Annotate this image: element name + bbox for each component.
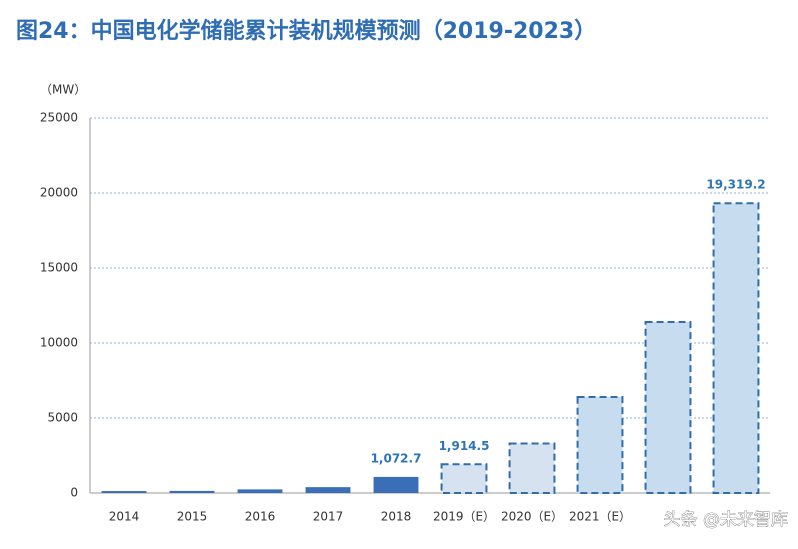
bar	[169, 490, 215, 493]
y-axis-label: （MW）	[40, 83, 86, 97]
bar	[237, 489, 283, 493]
x-tick-label: 2014	[109, 510, 140, 524]
x-tick-label: 2021（E）	[569, 510, 631, 524]
y-tick-label: 0	[70, 486, 78, 500]
y-tick-label: 25000	[40, 111, 78, 125]
bar	[101, 491, 147, 493]
value-label: 19,319.2	[706, 178, 765, 192]
bar	[508, 442, 556, 494]
bar	[373, 476, 419, 493]
y-tick-label: 15000	[40, 261, 78, 275]
y-tick-label: 20000	[40, 186, 78, 200]
value-label: 1,914.5	[439, 439, 490, 453]
bar	[712, 202, 760, 494]
x-tick-label: 2016	[245, 510, 276, 524]
x-tick-label: 2020（E）	[501, 510, 563, 524]
x-tick-label: 2018	[381, 510, 412, 524]
x-tick-label: 2019（E）	[433, 510, 495, 524]
x-tick-label: 2015	[177, 510, 208, 524]
bar	[644, 321, 692, 494]
chart-title: 图24：中国电化学储能累计装机规模预测（2019-2023）	[16, 18, 596, 44]
bar	[576, 396, 624, 494]
watermark: 头条 @未来智库	[664, 510, 788, 530]
bar	[305, 487, 351, 493]
value-label: 1,072.7	[371, 451, 422, 465]
bar	[440, 463, 488, 495]
x-tick-label: 2017	[313, 510, 344, 524]
y-tick-label: 5000	[47, 411, 78, 425]
y-tick-label: 10000	[40, 336, 78, 350]
